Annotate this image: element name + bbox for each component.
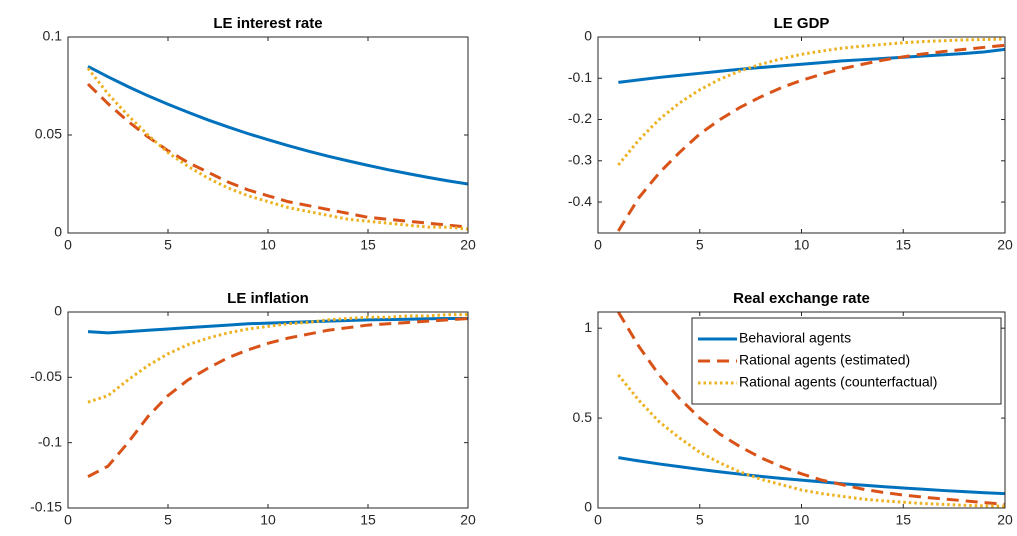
- x-tick-label: 20: [997, 237, 1013, 253]
- chart-title: LE interest rate: [213, 15, 322, 32]
- y-tick-label: 0.05: [35, 126, 62, 142]
- y-tick-label: 0: [584, 28, 592, 44]
- y-tick-label: 1: [584, 319, 592, 335]
- y-tick-label: 0: [54, 224, 62, 240]
- y-tick-label: -0.15: [30, 499, 62, 515]
- y-tick-label: -0.4: [568, 193, 592, 209]
- subplot: Real exchange rate 0 5 10 15 20 0 0.5 1 Behaviora…: [573, 290, 1013, 528]
- x-tick-label: 15: [895, 512, 911, 528]
- axes-box: [67, 311, 469, 509]
- y-tick-label: -0.3: [568, 151, 592, 167]
- chart-title: Real exchange rate: [733, 290, 870, 307]
- legend-label: Rational agents (estimated): [739, 352, 910, 368]
- x-tick-label: 5: [164, 512, 172, 528]
- series-line: [617, 373, 1005, 508]
- series-line: [87, 313, 468, 404]
- y-tick-label: -0.1: [38, 433, 62, 449]
- x-tick-label: 5: [164, 237, 172, 253]
- x-tick-label: 0: [64, 512, 72, 528]
- x-tick-label: 20: [460, 512, 476, 528]
- series-line: [87, 317, 468, 335]
- x-tick-label: 5: [696, 512, 704, 528]
- x-tick-label: 20: [997, 512, 1013, 528]
- subplot: LE inflation 0 5 10 15 20 -0.15 -0.1 -0.05 0: [30, 290, 476, 528]
- series-group: [86, 65, 468, 231]
- y-tick-label: 0.5: [573, 409, 593, 425]
- series-group: [87, 313, 468, 478]
- series-line: [617, 43, 1005, 232]
- x-tick-label: 10: [260, 237, 276, 253]
- plot-area: [68, 312, 468, 508]
- x-tick-label: 10: [794, 237, 810, 253]
- x-tick-label: 10: [794, 512, 810, 528]
- x-tick-label: 5: [696, 237, 704, 253]
- series-group: [617, 312, 1005, 508]
- series-line: [87, 65, 468, 186]
- y-tick-label: 0: [54, 303, 62, 319]
- series-line: [86, 67, 468, 231]
- series-line: [617, 37, 1005, 166]
- y-tick-label: 0: [584, 499, 592, 515]
- subplot: LE interest rate 0 5 10 15 20 0 0.05 0.1: [35, 15, 476, 253]
- x-tick-label: 15: [360, 237, 376, 253]
- series-group: [617, 37, 1005, 232]
- y-tick-label: -0.2: [568, 110, 592, 126]
- chart-title: LE GDP: [774, 15, 830, 32]
- x-tick-label: 20: [460, 237, 476, 253]
- x-tick-label: 10: [260, 512, 276, 528]
- x-tick-label: 0: [594, 512, 602, 528]
- legend-box: [691, 317, 1002, 405]
- y-tick-label: -0.1: [568, 69, 592, 85]
- y-tick-label: 0.1: [43, 28, 63, 44]
- legend-label: Behavioral agents: [739, 330, 851, 346]
- plot-area: [598, 37, 1005, 233]
- series-line: [87, 317, 468, 478]
- legend-label: Rational agents (counterfactual): [739, 374, 937, 390]
- legend: Behavioral agents Rational agents (estima…: [691, 317, 1002, 405]
- x-tick-label: 15: [360, 512, 376, 528]
- x-tick-label: 15: [895, 237, 911, 253]
- x-tick-label: 0: [64, 237, 72, 253]
- subplot: LE GDP 0 5 10 15 20 -0.4 -0.3 -0.2 -0.1 0: [568, 15, 1013, 253]
- chart-title: LE inflation: [227, 290, 309, 307]
- y-tick-label: -0.05: [30, 368, 62, 384]
- axes-box: [597, 36, 1006, 234]
- axes-box: [67, 36, 469, 234]
- axes-box: [597, 311, 1006, 509]
- x-tick-label: 0: [594, 237, 602, 253]
- series-line: [618, 47, 1005, 84]
- plot-area: [68, 37, 468, 233]
- series-line: [618, 456, 1005, 496]
